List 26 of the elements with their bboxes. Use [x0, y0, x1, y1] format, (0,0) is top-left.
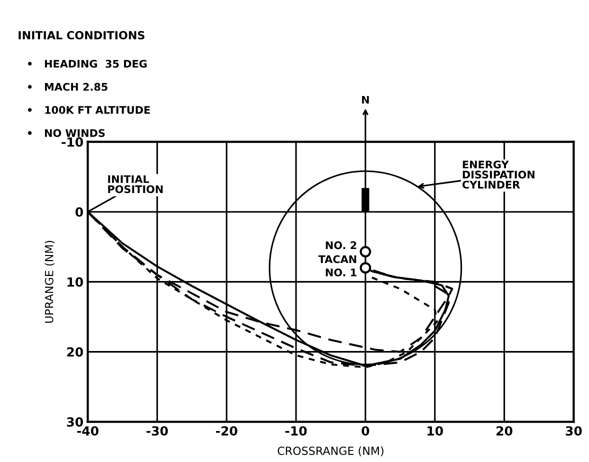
y-tick-label: -10 — [62, 137, 83, 147]
text: • NO WINDS — [28, 129, 105, 137]
annotation: ENERGY DISSIPATION CYLINDER — [462, 160, 534, 189]
annotation: NO. 2 — [326, 241, 356, 250]
x-tick-label: 30 — [566, 426, 582, 436]
x-tick-label: -20 — [216, 426, 238, 436]
x-tick-label: 20 — [496, 426, 512, 436]
x-axis-title: CROSSRANGE (NM) — [278, 446, 384, 456]
text: • HEADING 35 DEG — [28, 60, 147, 68]
text: • MACH 2.85 — [28, 82, 108, 91]
text: • 100K FT ALTITUDE — [28, 106, 150, 114]
x-tick-label: 0 — [362, 426, 370, 436]
annotation: TACAN — [318, 255, 356, 264]
chart-title: INITIAL CONDITIONS — [18, 31, 144, 40]
annotation: NO. 1 — [326, 268, 356, 276]
x-tick-label: -10 — [285, 426, 307, 436]
y-tick-label: 10 — [68, 277, 83, 287]
x-tick-label: -40 — [77, 426, 98, 436]
x-tick-label: 10 — [428, 426, 443, 436]
y-tick-label: 20 — [67, 347, 83, 357]
y-tick-label: 0 — [75, 207, 83, 217]
y-axis-title: UPRANGE (NM) — [44, 240, 55, 323]
x-tick-label: -30 — [146, 426, 168, 436]
y-tick-label: 30 — [67, 417, 83, 427]
text: N — [362, 96, 369, 104]
annotation: INITIAL POSITION — [108, 175, 163, 194]
